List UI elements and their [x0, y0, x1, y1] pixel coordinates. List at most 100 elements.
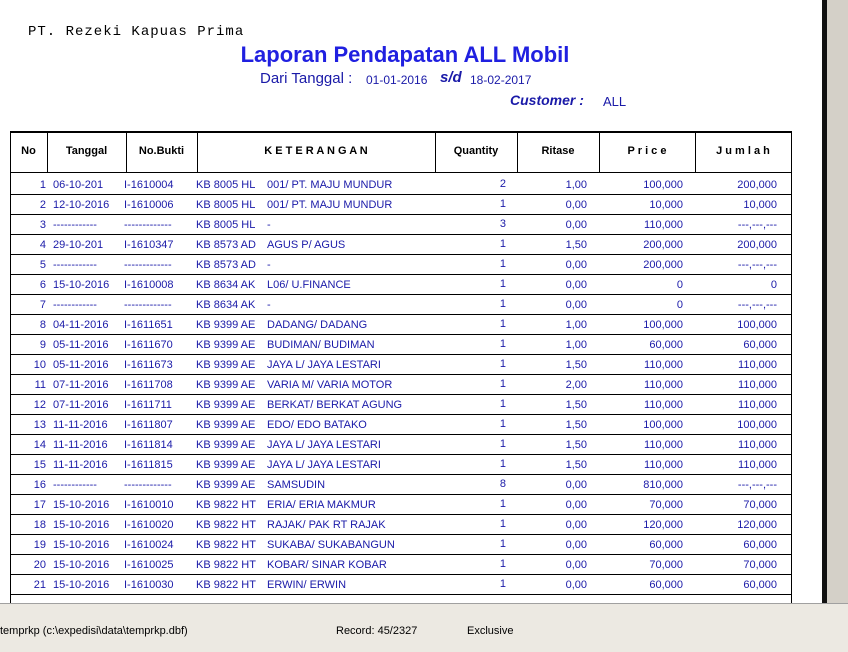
cell: -------------	[124, 259, 172, 271]
cell: -------------	[124, 299, 172, 311]
cell: KB 8005 HL	[196, 179, 256, 191]
cell: I-1610020	[124, 519, 174, 531]
cell: 001/ PT. MAJU MUNDUR	[267, 179, 393, 191]
cell: 11-11-2016	[53, 419, 108, 431]
border	[197, 131, 198, 172]
border	[435, 131, 436, 172]
cell: 1	[499, 238, 506, 250]
cell: 1,50	[565, 419, 587, 431]
row-line	[10, 574, 792, 575]
cell: 11-11-2016	[53, 459, 108, 471]
cell: 11-11-2016	[53, 439, 108, 451]
border	[791, 172, 792, 603]
cell: 1	[39, 179, 46, 191]
window-bg	[827, 0, 848, 603]
cell: 1,50	[565, 459, 587, 471]
cell: 1	[499, 418, 506, 430]
column-header: Quantity	[453, 145, 499, 157]
cell: ---,---,---	[737, 259, 777, 271]
cell: 15-10-2016	[53, 579, 110, 591]
cell: 110,000	[738, 459, 777, 471]
cell: KB 9399 AE	[196, 399, 256, 411]
cell: L06/ U.FINANCE	[267, 279, 351, 291]
cell: 3	[39, 219, 46, 231]
cell: 0,00	[565, 219, 587, 231]
cell: EDO/ EDO BATAKO	[267, 419, 367, 431]
cell: 17	[33, 499, 46, 511]
cell: 12	[33, 399, 46, 411]
cell: 6	[39, 279, 46, 291]
cell: 200,000	[737, 179, 777, 191]
cell: 0,00	[565, 539, 587, 551]
cell: 20	[33, 559, 46, 571]
cell: KB 8634 AK	[196, 279, 256, 291]
cell: 3	[499, 218, 506, 230]
cell: 8	[39, 319, 46, 331]
row-line	[10, 254, 792, 255]
cell: 001/ PT. MAJU MUNDUR	[267, 199, 393, 211]
column-header: No	[21, 145, 36, 157]
cell: 15-10-2016	[53, 499, 110, 511]
cell: 70,000	[649, 559, 683, 571]
cell: 1,00	[565, 319, 587, 331]
cell: 21	[33, 579, 46, 591]
cell: 4	[39, 239, 46, 251]
cell: 110,000	[738, 399, 777, 411]
cell: 200,000	[643, 239, 683, 251]
cell: 15-10-2016	[53, 279, 110, 291]
cell: 1	[499, 278, 506, 290]
cell: 1	[499, 338, 506, 350]
cell: 0,00	[565, 279, 587, 291]
cell: 1	[499, 538, 506, 550]
cell: KB 9399 AE	[196, 439, 256, 451]
row-line	[10, 334, 792, 335]
cell: 0	[770, 279, 777, 291]
cell: 0,00	[565, 579, 587, 591]
cell: 1	[499, 298, 506, 310]
border	[10, 131, 792, 132]
cell: 1	[499, 518, 506, 530]
border	[10, 131, 11, 172]
from-date: 01-01-2016	[366, 73, 428, 87]
cell: KB 9399 AE	[196, 339, 256, 351]
cell: ---,---,---	[737, 299, 777, 311]
cell: 0,00	[565, 479, 587, 491]
cell: 110,000	[644, 399, 683, 411]
cell: 810,000	[643, 479, 683, 491]
cell: 13	[33, 419, 46, 431]
cell: 15-10-2016	[53, 559, 110, 571]
customer-label: Customer :	[510, 92, 584, 108]
cell: 0,00	[565, 299, 587, 311]
cell: -	[267, 259, 271, 271]
cell: 1	[499, 458, 506, 470]
cell: 60,000	[649, 539, 683, 551]
cell: I-1610024	[124, 539, 174, 551]
cell: 11	[34, 379, 46, 391]
cell: 1	[499, 358, 506, 370]
cell: I-1610030	[124, 579, 174, 591]
cell: ------------	[53, 219, 97, 231]
cell: 5	[39, 259, 46, 271]
cell: JAYA L/ JAYA LESTARI	[267, 359, 381, 371]
cell: ERIA/ ERIA MAKMUR	[267, 499, 376, 511]
cell: KB 8634 AK	[196, 299, 256, 311]
cell: KB 9399 AE	[196, 319, 256, 331]
column-header: J u m l a h	[716, 145, 770, 157]
cell: 12-10-2016	[53, 199, 110, 211]
cell: 1	[499, 258, 506, 270]
cell: 06-10-201	[53, 179, 104, 191]
cell: KB 9399 AE	[196, 359, 256, 371]
cell: 1	[499, 198, 506, 210]
cell: KB 9399 AE	[196, 459, 256, 471]
title: Laporan Pendapatan ALL Mobil	[240, 42, 570, 67]
row-line	[10, 474, 792, 475]
cell: 100,000	[643, 419, 683, 431]
cell: KB 9822 HT	[196, 519, 256, 531]
status-file: temprkp (c:\expedisi\data\temprkp.dbf)	[0, 625, 188, 637]
cell: 8	[499, 478, 506, 490]
cell: 10	[33, 359, 46, 371]
to-date: 18-02-2017	[470, 73, 532, 87]
cell: 110,000	[738, 379, 777, 391]
column-header: K E T E R A N G A N	[264, 145, 368, 157]
